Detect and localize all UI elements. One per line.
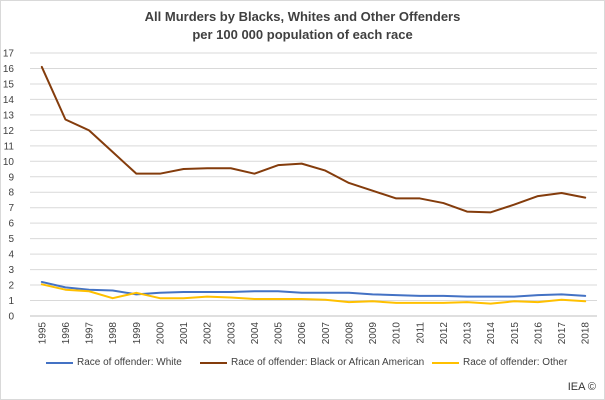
series-line-1 (40, 65, 587, 214)
legend-label: Race of offender: Other (463, 357, 568, 368)
x-tick-label: 1996 (61, 322, 72, 345)
legend-item: Race of offender: Other (432, 357, 567, 368)
x-tick-label: 2004 (250, 322, 261, 345)
x-tick-label: 2008 (344, 322, 355, 345)
legend-item: Race of offender: White (46, 357, 182, 368)
y-tick-label: 14 (3, 95, 15, 106)
x-tick-label: 2009 (368, 322, 379, 345)
x-tick-label: 2002 (203, 322, 214, 345)
x-tick-label: 2016 (533, 322, 544, 345)
series-line-0 (40, 280, 587, 298)
watermark: IEA © (567, 381, 596, 393)
legend-item: Race of offender: Black or African Ameri… (200, 357, 424, 368)
x-tick-label: 2005 (274, 322, 285, 345)
x-tick-label: 2018 (581, 322, 592, 345)
x-tick-label: 2017 (557, 322, 568, 345)
x-tick-label: 2007 (321, 322, 332, 345)
y-tick-label: 8 (8, 188, 14, 199)
x-tick-label: 1999 (132, 322, 143, 345)
y-tick-label: 16 (3, 64, 15, 75)
y-tick-label: 10 (3, 157, 15, 168)
x-tick-label: 2014 (486, 322, 497, 345)
y-tick-label: 5 (8, 234, 14, 245)
y-tick-label: 17 (3, 49, 15, 60)
x-tick-label: 2011 (415, 322, 426, 344)
chart-legend: Race of offender: White Race of offender:… (0, 357, 605, 375)
x-tick-label: 2003 (226, 322, 237, 345)
x-tick-label: 2010 (392, 322, 403, 345)
chart-title-line1: All Murders by Blacks, Whites and Other … (144, 9, 461, 24)
x-tick-label: 1997 (85, 322, 96, 345)
y-tick-label: 12 (3, 126, 15, 137)
chart-title-line2: per 100 000 population of each race (192, 27, 413, 42)
legend-swatch (200, 361, 227, 364)
y-tick-label: 1 (8, 296, 14, 307)
x-tick-label: 1998 (108, 322, 119, 345)
y-tick-label: 6 (8, 219, 14, 230)
y-tick-label: 15 (3, 79, 15, 90)
series-line-2 (40, 283, 587, 305)
y-tick-label: 9 (8, 172, 14, 183)
y-tick-label: 11 (4, 141, 15, 152)
legend-swatch (432, 361, 459, 364)
x-tick-label: 1995 (37, 322, 48, 345)
x-tick-label: 2013 (463, 322, 474, 345)
chart-title: All Murders by Blacks, Whites and Other … (0, 8, 605, 44)
y-tick-label: 0 (8, 312, 14, 323)
x-tick-label: 2000 (155, 322, 166, 345)
y-tick-label: 2 (8, 281, 14, 292)
y-tick-label: 7 (8, 203, 14, 214)
y-tick-label: 13 (3, 110, 15, 121)
x-tick-label: 2012 (439, 322, 450, 345)
x-tick-label: 2006 (297, 322, 308, 345)
x-tick-label: 2001 (179, 322, 190, 345)
legend-label: Race of offender: Black or African Ameri… (231, 357, 425, 368)
x-tick-label: 2015 (510, 322, 521, 345)
y-tick-label: 4 (8, 250, 14, 261)
y-tick-label: 3 (8, 265, 14, 276)
legend-swatch (46, 361, 73, 364)
legend-label: Race of offender: White (77, 357, 182, 368)
